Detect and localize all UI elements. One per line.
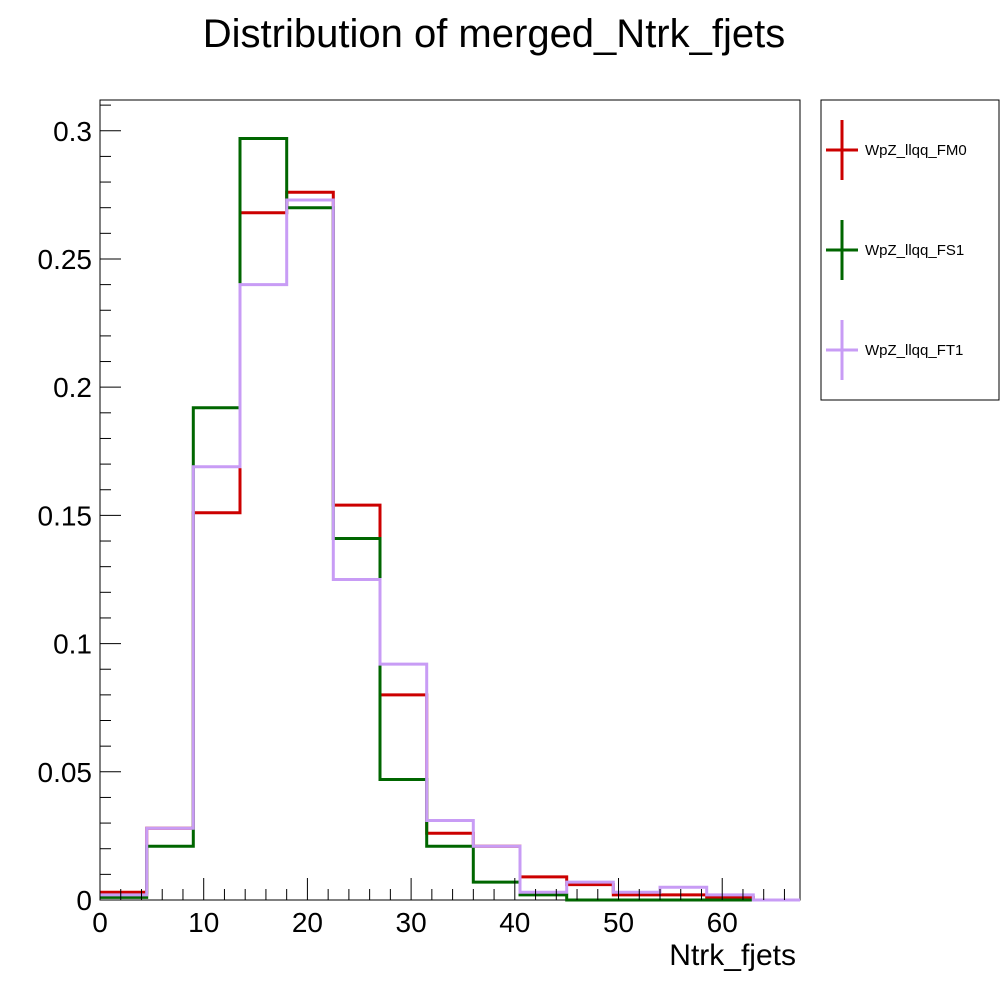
x-tick-label: 60 xyxy=(707,907,738,938)
axis-layer: 0 10 20 30 40 50 60 0 0.05 0.1 0.15 0.2 0.25 0.3 xyxy=(38,104,785,938)
chart-title: Distribution of merged_Ntrk_fjets xyxy=(203,12,785,56)
y-tick-label: 0.2 xyxy=(53,372,92,403)
series-line-WpZ_llqq_FM0 xyxy=(100,190,800,902)
x-tick-label: 50 xyxy=(603,907,634,938)
x-tick-label: 10 xyxy=(188,907,219,938)
series-WpZ_llqq_FM0 xyxy=(100,190,800,902)
series-WpZ_llqq_FS1 xyxy=(100,137,800,902)
x-axis-label: Ntrk_fjets xyxy=(669,939,796,972)
legend: WpZ_llqq_FM0 WpZ_llqq_FS1 WpZ_llqq_FT1 xyxy=(826,120,967,380)
y-tick-label: 0 xyxy=(76,885,92,916)
legend-entry-WpZ_llqq_FT1: WpZ_llqq_FT1 xyxy=(826,320,963,380)
series-line-WpZ_llqq_FS1 xyxy=(100,137,800,902)
series-line-WpZ_llqq_FT1 xyxy=(100,198,800,902)
series-WpZ_llqq_FT1 xyxy=(100,198,800,902)
x-tick-label: 0 xyxy=(92,907,108,938)
y-tick-label: 0.05 xyxy=(38,757,93,788)
series-layer xyxy=(100,137,800,902)
y-tick-label: 0.3 xyxy=(53,116,92,147)
x-tick-label: 40 xyxy=(499,907,530,938)
x-tick-label: 30 xyxy=(396,907,427,938)
plot-frame xyxy=(99,99,801,901)
y-tick-label: 0.1 xyxy=(53,629,92,660)
legend-entry-WpZ_llqq_FM0: WpZ_llqq_FM0 xyxy=(826,120,967,180)
y-tick-label: 0.25 xyxy=(38,244,93,275)
x-tick-label: 20 xyxy=(292,907,323,938)
legend-label: WpZ_llqq_FT1 xyxy=(865,342,963,359)
legend-label: WpZ_llqq_FM0 xyxy=(865,142,967,159)
y-tick-label: 0.15 xyxy=(38,500,93,531)
legend-entry-WpZ_llqq_FS1: WpZ_llqq_FS1 xyxy=(826,220,964,280)
legend-label: WpZ_llqq_FS1 xyxy=(865,242,964,259)
